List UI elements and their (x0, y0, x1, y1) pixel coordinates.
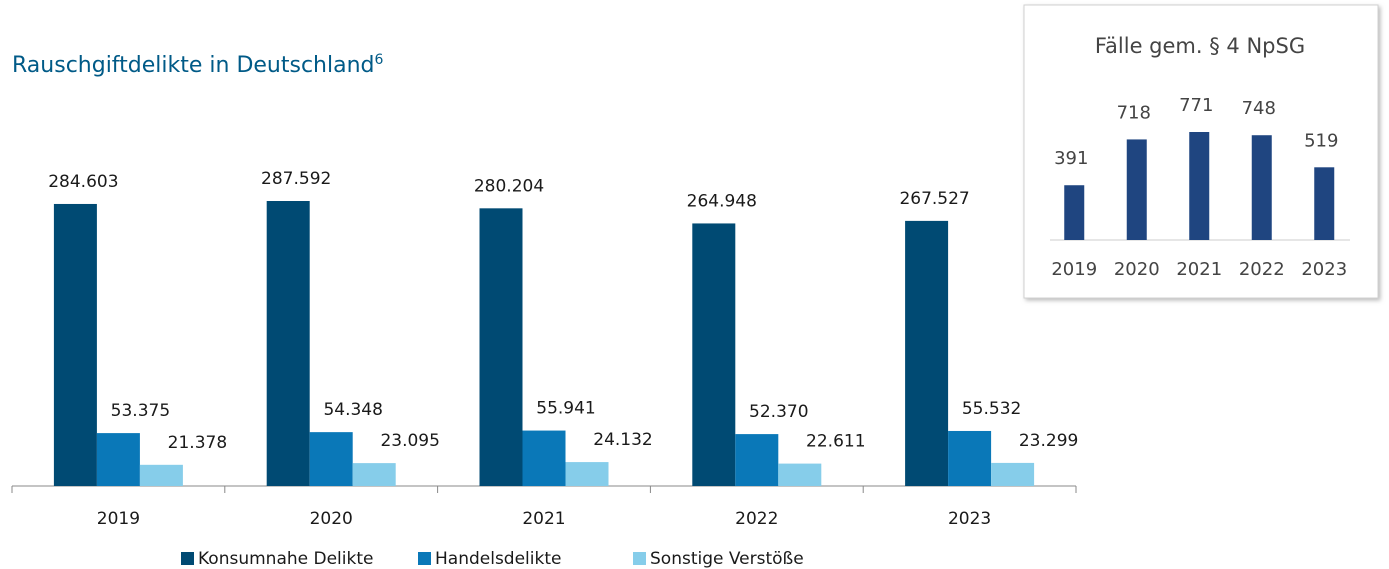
legend-label: Sonstige Verstöße (650, 549, 804, 569)
bar (905, 220, 949, 486)
value-label: 52.370 (749, 402, 808, 422)
bar (352, 463, 396, 486)
value-label: 24.132 (593, 430, 652, 450)
legend-label: Konsumnahe Delikte (198, 549, 373, 569)
value-label: 54.348 (323, 400, 382, 420)
inset-x-label: 2023 (1301, 259, 1347, 280)
inset-x-label: 2022 (1239, 259, 1285, 280)
x-tick-label: 2022 (735, 509, 778, 529)
inset-bar (1251, 135, 1272, 240)
bar (139, 464, 183, 486)
value-label: 23.299 (1019, 431, 1078, 451)
bar (266, 201, 310, 486)
value-label: 21.378 (168, 433, 227, 453)
value-label: 264.948 (687, 191, 757, 211)
inset-bar (1064, 185, 1085, 240)
bar (522, 430, 566, 486)
legend-swatch (633, 552, 646, 565)
bar (565, 462, 609, 486)
inset-x-label: 2019 (1051, 259, 1097, 280)
inset-value-label: 391 (1054, 148, 1088, 169)
inset-value-label: 718 (1117, 102, 1151, 123)
bar (948, 430, 992, 486)
legend-swatch (181, 552, 194, 565)
legend-swatch (418, 552, 431, 565)
value-label: 23.095 (380, 431, 439, 451)
bar (735, 434, 779, 486)
bar (96, 433, 140, 486)
bar (479, 208, 523, 486)
value-label: 280.204 (474, 176, 544, 196)
x-tick-label: 2023 (948, 509, 991, 529)
inset-value-label: 771 (1179, 95, 1213, 116)
chart-title: Rauschgiftdelikte in Deutschland6 (12, 52, 384, 78)
value-label: 22.611 (806, 432, 865, 452)
bar (53, 203, 97, 486)
bar (309, 432, 353, 486)
bar (692, 223, 736, 486)
footnote-mark: 6 (375, 52, 384, 68)
inset-title: Fälle gem. § 4 NpSG (1095, 34, 1305, 58)
legend-label: Handelsdelikte (435, 549, 561, 569)
x-tick-label: 2020 (310, 509, 353, 529)
inset-bar (1314, 167, 1335, 240)
value-label: 55.941 (536, 399, 595, 419)
title-text: Rauschgiftdelikte in Deutschland (12, 53, 375, 78)
value-label: 267.527 (899, 189, 969, 209)
value-label: 284.603 (48, 172, 118, 192)
bar (991, 462, 1035, 486)
x-tick-label: 2019 (97, 509, 140, 529)
value-label: 287.592 (261, 169, 331, 189)
inset-bar (1189, 132, 1210, 240)
value-label: 53.375 (111, 401, 170, 421)
inset-x-label: 2021 (1176, 259, 1222, 280)
inset-bar (1126, 139, 1147, 240)
x-tick-label: 2021 (522, 509, 565, 529)
inset-x-label: 2020 (1114, 259, 1160, 280)
inset-value-label: 519 (1304, 130, 1338, 151)
bar (778, 463, 822, 486)
value-label: 55.532 (962, 399, 1021, 419)
inset-value-label: 748 (1242, 98, 1276, 119)
